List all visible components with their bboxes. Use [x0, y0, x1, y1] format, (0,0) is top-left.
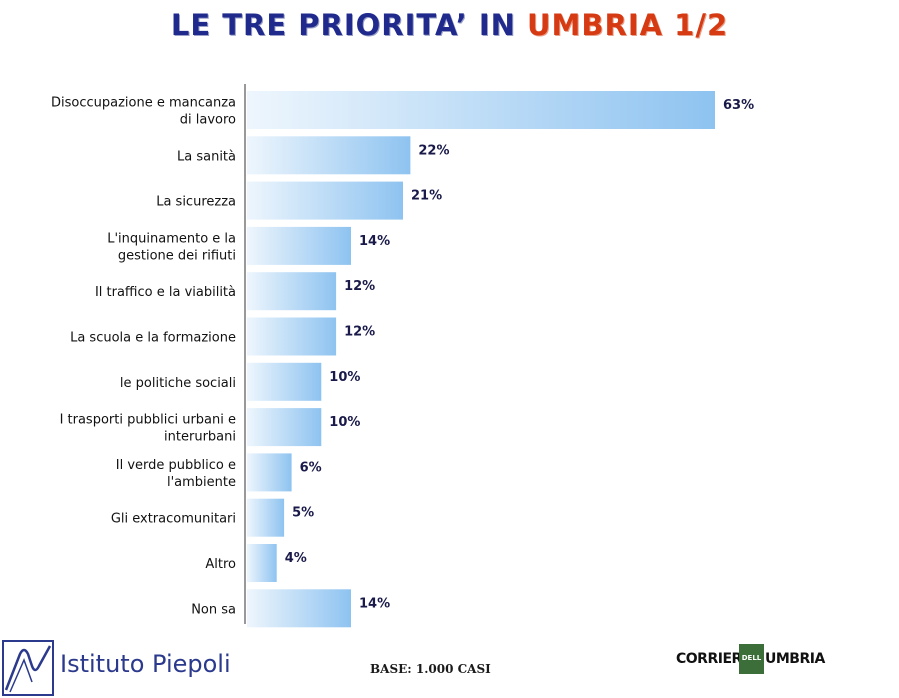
category-label: le politiche sociali	[120, 376, 236, 391]
value-label: 12%	[344, 325, 375, 340]
value-label: 10%	[329, 370, 360, 385]
bar	[247, 453, 292, 492]
logo-word-corriere: CORRIERE	[676, 651, 751, 667]
category-label: La sanità	[177, 149, 236, 164]
value-label: 63%	[723, 98, 754, 113]
value-label: 21%	[411, 189, 442, 204]
category-label: La scuola e la formazione	[70, 331, 236, 346]
piepoli-mark-icon	[2, 640, 54, 696]
category-label-line: Altro	[205, 557, 236, 572]
value-label: 12%	[344, 279, 375, 294]
category-label-line: gestione dei rifiuti	[118, 248, 236, 263]
bar	[247, 226, 351, 265]
piepoli-name: Istituto Piepoli	[60, 650, 231, 678]
base-note: BASE: 1.000 CASI	[370, 662, 491, 676]
category-label: Disoccupazione e mancanza di lavoro	[51, 96, 236, 128]
category-label-line: Non sa	[191, 602, 236, 617]
category-label-line: L'inquinamento e la	[107, 231, 236, 246]
category-label-line: Gli extracomunitari	[111, 512, 236, 527]
category-label-line: Il verde pubblico e	[116, 458, 236, 473]
value-label: 14%	[359, 596, 390, 611]
bar	[247, 181, 403, 220]
bar	[247, 408, 322, 447]
category-label: Il traffico e la viabilità	[95, 285, 236, 300]
category-label-line: di lavoro	[180, 113, 236, 128]
logo-word-umbria: UMBRIA	[765, 651, 825, 667]
category-label-line: l'ambiente	[167, 475, 236, 490]
bar	[247, 136, 411, 175]
category-label: I trasporti pubblici urbani e interurbani	[60, 413, 236, 445]
bar	[247, 91, 715, 129]
bar	[247, 317, 337, 356]
category-label-line: La sicurezza	[156, 195, 236, 210]
istituto-piepoli-logo: Istituto Piepoli	[2, 640, 232, 696]
value-label: 10%	[329, 415, 360, 430]
category-label: Il verde pubblico e l'ambiente	[116, 458, 236, 490]
bar	[247, 272, 337, 311]
corriere-umbria-logo: CORRIERE DELL UMBRIA	[676, 643, 825, 679]
value-label: 6%	[300, 460, 322, 475]
category-label: L'inquinamento e la gestione dei rifiuti	[107, 231, 236, 263]
category-label-line: Il traffico e la viabilità	[95, 285, 236, 300]
value-label: 14%	[359, 234, 390, 249]
bar	[247, 544, 277, 582]
bar	[247, 362, 322, 401]
category-label: Altro	[205, 557, 236, 572]
bar	[247, 498, 285, 537]
title-part-2: UMBRIA 1/2	[527, 8, 729, 42]
category-label: Non sa	[191, 602, 236, 617]
category-label-line: La scuola e la formazione	[70, 331, 236, 346]
category-label: La sicurezza	[156, 195, 236, 210]
category-label-line: le politiche sociali	[120, 376, 236, 391]
value-label: 4%	[285, 551, 307, 566]
title-part-1: LE TRE PRIORITA’ IN	[170, 8, 527, 42]
umbria-region-icon: DELL	[739, 644, 764, 674]
category-label-line: I trasporti pubblici urbani e	[60, 413, 236, 428]
category-label-line: La sanità	[177, 149, 236, 164]
category-label: Gli extracomunitari	[111, 512, 236, 527]
category-label-line: interurbani	[164, 430, 236, 445]
logo-word-dell: DELL	[741, 654, 762, 662]
chart-title: LE TRE PRIORITA’ IN UMBRIA 1/2	[0, 8, 899, 42]
value-label: 5%	[292, 506, 314, 521]
category-label-line: Disoccupazione e mancanza	[51, 96, 236, 111]
bar	[247, 589, 351, 628]
value-label: 22%	[418, 143, 449, 158]
